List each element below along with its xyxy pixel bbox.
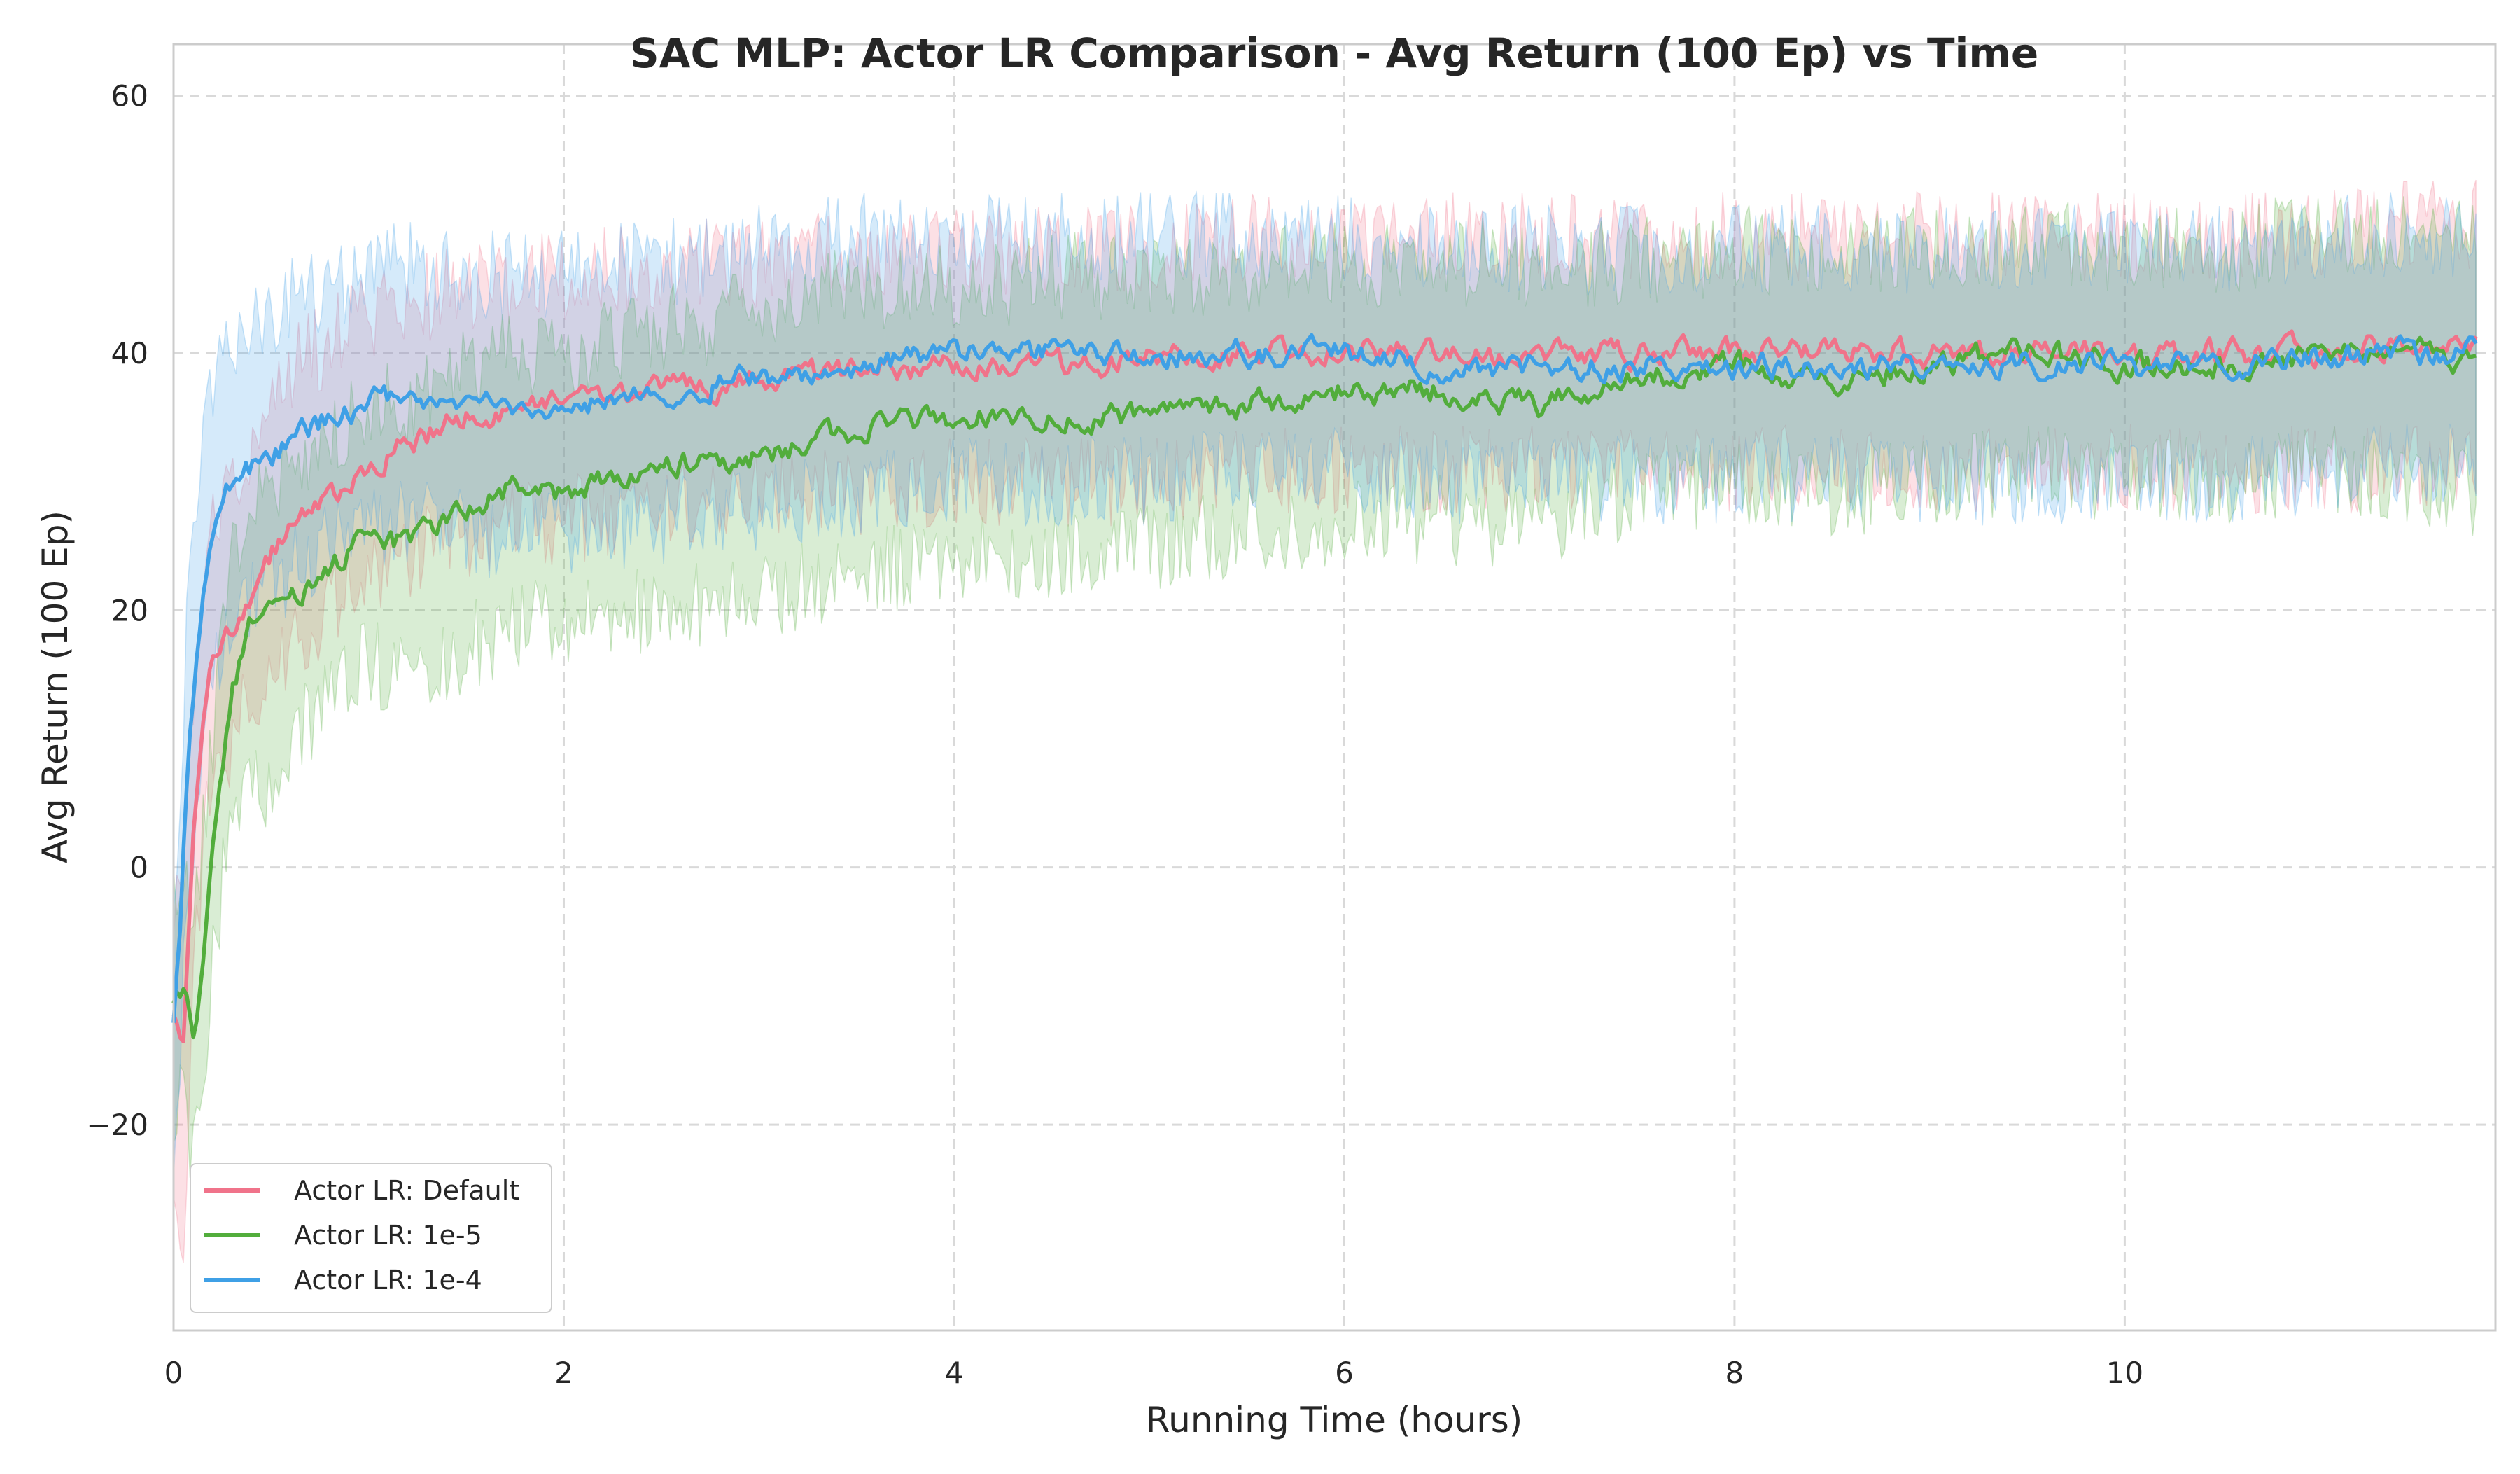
x-tick-label: 8 bbox=[1726, 1356, 1744, 1390]
confidence-bands bbox=[173, 179, 2477, 1263]
legend-items: Actor LR: Default Actor LR: 1e-5 Actor LR:… bbox=[204, 1175, 519, 1295]
legend: Actor LR: Default Actor LR: 1e-5 Actor LR:… bbox=[190, 1163, 552, 1313]
x-tick-label: 10 bbox=[2106, 1356, 2143, 1390]
x-axis-label: Running Time (hours) bbox=[1146, 1400, 1523, 1440]
x-tick-label: 4 bbox=[945, 1356, 964, 1390]
x-tick-labels: 0 2 4 6 8 10 bbox=[164, 1356, 2143, 1390]
plot-frame bbox=[172, 43, 2497, 1332]
y-axis-label: Avg Return (100 Ep) bbox=[35, 510, 76, 863]
y-tick-label: 0 bbox=[130, 851, 148, 885]
x-tick-label: 2 bbox=[554, 1356, 573, 1390]
legend-box bbox=[190, 1163, 552, 1313]
y-tick-label: 40 bbox=[111, 336, 148, 370]
y-tick-labels: −20 0 20 40 60 bbox=[86, 78, 148, 1142]
x-tick-label: 6 bbox=[1335, 1356, 1354, 1390]
series-line-3 bbox=[172, 333, 2478, 1023]
series-band-1 bbox=[173, 179, 2477, 1263]
chart-title: SAC MLP: Actor LR Comparison - Avg Retur… bbox=[630, 29, 2038, 77]
series-band-3 bbox=[173, 190, 2477, 1178]
series-lines bbox=[172, 329, 2478, 1044]
legend-label: Actor LR: 1e-5 bbox=[294, 1220, 482, 1251]
y-tick-label: 20 bbox=[111, 593, 148, 627]
legend-label: Actor LR: Default bbox=[294, 1175, 519, 1206]
legend-label: Actor LR: 1e-4 bbox=[294, 1265, 482, 1295]
series-band-2 bbox=[173, 196, 2477, 1178]
y-tick-label: 60 bbox=[111, 78, 148, 113]
y-tick-label: −20 bbox=[86, 1108, 148, 1142]
x-tick-label: 0 bbox=[164, 1356, 183, 1390]
